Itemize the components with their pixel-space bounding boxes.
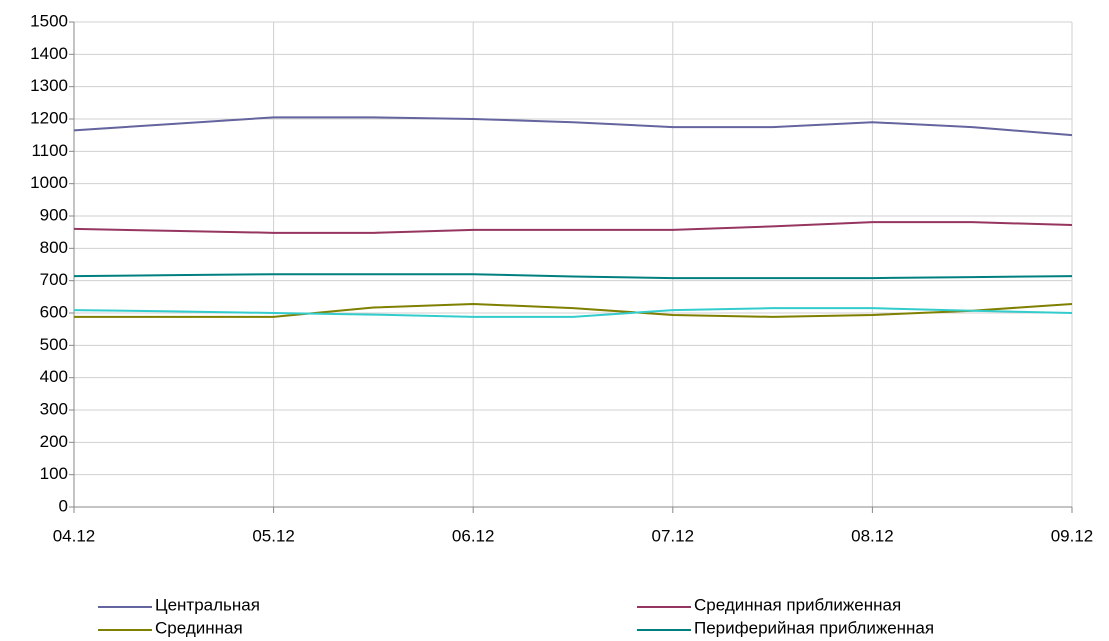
- y-tick-label: 1300: [30, 76, 68, 95]
- legend-label: Срединная приближенная: [694, 595, 901, 614]
- series-line: [73, 221, 1073, 234]
- x-tick-label: 07.12: [652, 526, 695, 545]
- y-tick-label: 0: [59, 496, 68, 515]
- y-tick-label: 100: [40, 464, 68, 483]
- series-line: [73, 273, 1073, 280]
- x-tick-label: 09.12: [1051, 526, 1094, 545]
- x-tick-label: 06.12: [452, 526, 495, 545]
- y-tick-label: 500: [40, 335, 68, 354]
- legend-label: Периферийная приближенная: [694, 618, 934, 637]
- legend-label: Центральная: [155, 595, 260, 614]
- x-tick-label: 04.12: [53, 526, 96, 545]
- y-tick-label: 1100: [31, 141, 68, 160]
- legend-label: Срединная: [155, 618, 243, 637]
- x-tick-label: 05.12: [252, 526, 295, 545]
- y-tick-label: 900: [40, 205, 68, 224]
- y-tick-label: 700: [40, 270, 68, 289]
- y-tick-label: 300: [40, 399, 68, 418]
- y-tick-label: 1400: [30, 44, 68, 63]
- y-tick-label: 200: [40, 432, 68, 451]
- x-tick-label: 08.12: [851, 526, 894, 545]
- y-tick-label: 1500: [30, 11, 68, 30]
- y-tick-label: 800: [40, 238, 68, 257]
- y-tick-label: 600: [40, 302, 68, 321]
- series-line: [74, 302, 1073, 318]
- series-line: [73, 116, 1073, 137]
- series-line: [73, 307, 1073, 318]
- y-tick-label: 1200: [30, 108, 68, 127]
- y-tick-label: 400: [40, 367, 68, 386]
- y-tick-label: 1000: [30, 173, 68, 192]
